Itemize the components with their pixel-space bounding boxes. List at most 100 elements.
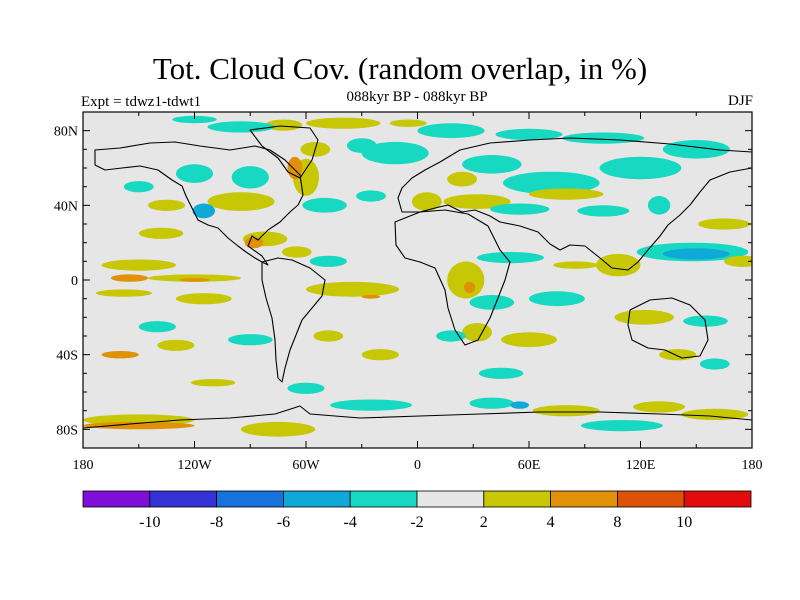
colorbar-box-5	[416, 490, 485, 508]
field-patch-81	[83, 421, 195, 430]
coast-australia	[627, 297, 709, 359]
colorbar-label-8: 10	[676, 514, 692, 531]
field-patch-74	[244, 237, 264, 249]
field-patch-30	[698, 218, 751, 230]
field-patch-11	[599, 156, 682, 180]
field-patch-54	[138, 321, 176, 333]
field-patch-10	[662, 140, 730, 159]
colorbar-box-7	[550, 490, 618, 508]
field-patch-78	[361, 294, 381, 299]
field-patch-33	[281, 246, 312, 258]
field-patch-3	[172, 115, 217, 124]
colorbar-box-4	[349, 490, 418, 508]
field-patch-53	[313, 330, 344, 342]
field-patch-66	[469, 397, 515, 409]
field-patch-55	[228, 334, 273, 346]
field-patch-21	[148, 199, 186, 211]
map-title: Tot. Cloud Cov. (random overlap, in %)	[152, 51, 648, 86]
field-patch-37	[595, 253, 641, 277]
coastlines	[83, 125, 752, 429]
lon-label-3: 0	[414, 458, 421, 473]
field-patch-75	[662, 248, 730, 260]
field-patch-26	[443, 194, 511, 210]
field-patch-80	[101, 351, 139, 359]
field-patch-44	[306, 281, 399, 297]
experiment-label: Expt = tdwz1-tdwt1	[81, 94, 202, 110]
field-patch-24	[356, 190, 386, 202]
field-patch-59	[659, 349, 697, 361]
field-patch-15	[447, 171, 477, 187]
season-label: DJF	[727, 93, 753, 109]
field-patch-28	[577, 205, 630, 217]
field-patch-27	[490, 203, 550, 215]
field-patch-68	[633, 401, 686, 413]
colorbar: -10 -8 -6 -4 -2 2 4 8 10	[82, 490, 752, 531]
field-patch-52	[501, 332, 557, 348]
field-patch-62	[287, 382, 325, 394]
field-patch-41	[148, 274, 241, 282]
colorbar-label-5: 2	[480, 514, 488, 531]
field-patch-29	[647, 196, 671, 215]
field-patch-4	[207, 121, 275, 133]
field-patch-23	[302, 197, 347, 213]
field-patch-43	[175, 293, 232, 305]
field-patch-22	[207, 192, 275, 211]
field-patch-2	[389, 119, 427, 127]
field-patch-12	[462, 155, 522, 174]
field-patch-25	[411, 192, 442, 211]
colorbar-box-3	[282, 490, 351, 508]
field-patch-36	[553, 261, 598, 269]
colorbar-label-4: -2	[410, 514, 423, 531]
lon-label-5: 120E	[626, 458, 656, 473]
colorbar-label-6: 4	[547, 514, 555, 531]
field-patch-13	[503, 171, 600, 195]
map-axes: 80N 40N 0 40S 80S 180 120W 60W 0 60E 120E 180	[54, 112, 763, 473]
lat-label-4: 80S	[56, 423, 78, 438]
colorbar-box-6	[483, 490, 551, 508]
colorbar-box-9	[683, 490, 752, 508]
coast-antarctica	[83, 405, 752, 429]
lat-label-3: 40S	[56, 349, 78, 364]
lon-label-4: 60E	[518, 458, 541, 473]
colorbar-label-1: -8	[210, 514, 223, 531]
field-patch-1	[306, 117, 381, 129]
field-patch-40	[101, 259, 176, 271]
field-patch-7	[417, 123, 485, 139]
colorbar-label-0: -10	[139, 514, 160, 531]
field-patch-31	[138, 227, 184, 239]
colorbar-label-3: -4	[344, 514, 357, 531]
field-patch-45	[447, 261, 485, 299]
field-patch-57	[361, 349, 399, 361]
field-patch-35	[476, 252, 544, 264]
field-patch-60	[699, 358, 730, 370]
coast-south-america	[261, 257, 326, 383]
field-patch-6	[361, 141, 429, 165]
field-patch-39	[724, 255, 752, 267]
field-patch-71	[192, 203, 215, 219]
field-patch-46	[469, 295, 515, 310]
lat-label-1: 40N	[54, 199, 78, 214]
colorbar-box-2	[216, 490, 284, 508]
field-patch-47	[529, 291, 585, 307]
field-patch-70	[581, 420, 663, 432]
field-patch-76	[110, 274, 149, 282]
field-patch-14	[529, 188, 604, 200]
field-patch-20	[123, 181, 154, 193]
field-patch-9	[562, 132, 645, 144]
colorbar-label-7: 8	[613, 514, 621, 531]
field-patch-77	[179, 278, 210, 282]
coast-greenland	[249, 125, 319, 179]
anomaly-field	[83, 115, 752, 437]
field-patch-18	[231, 166, 269, 189]
field-patch-56	[157, 339, 195, 351]
coast-north-america	[94, 141, 304, 266]
lon-label-0: 180	[73, 458, 94, 473]
field-patch-42	[96, 289, 152, 297]
field-patch-58	[478, 367, 524, 379]
field-patch-61	[190, 379, 236, 387]
field-patch-64	[240, 421, 316, 437]
field-patch-69	[681, 408, 749, 420]
colorbar-box-0	[82, 490, 151, 508]
field-patch-50	[462, 323, 492, 342]
